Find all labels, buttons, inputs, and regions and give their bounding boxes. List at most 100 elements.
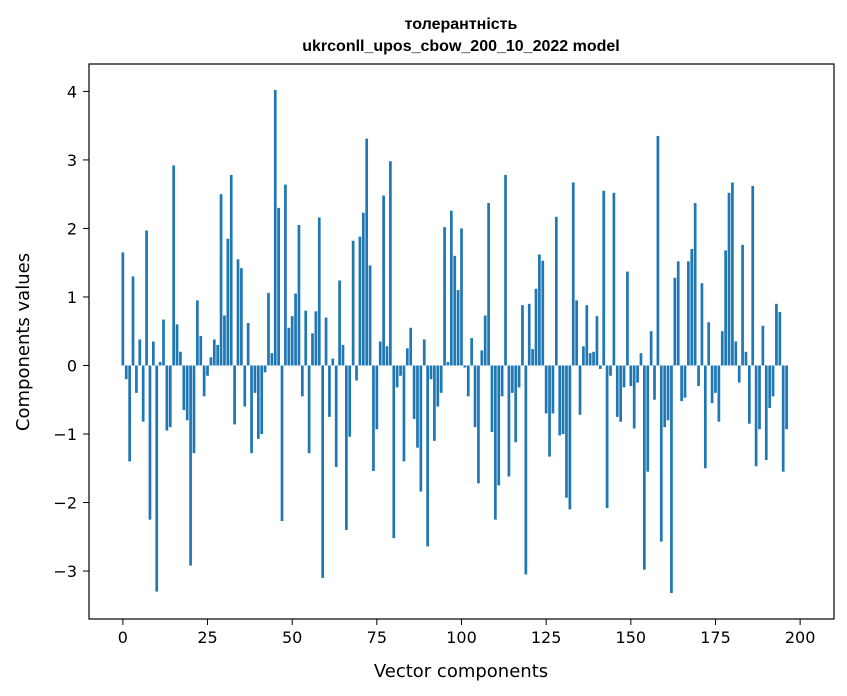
x-tick-label: 200 <box>785 628 816 647</box>
bar <box>514 365 518 443</box>
bar <box>372 365 375 471</box>
bar <box>727 192 731 366</box>
bar <box>179 351 182 366</box>
bar <box>751 185 755 366</box>
bar <box>771 365 775 397</box>
bar <box>687 261 690 366</box>
chart-title: толерантність <box>405 16 518 33</box>
bar <box>392 365 396 539</box>
bar <box>378 341 382 366</box>
bar <box>365 138 369 366</box>
bar <box>510 365 514 393</box>
bar <box>209 357 213 366</box>
bar <box>741 244 744 366</box>
bar <box>615 365 619 417</box>
bar <box>128 365 131 462</box>
bar <box>446 362 450 366</box>
bar <box>585 305 589 366</box>
bar <box>361 212 365 366</box>
bar <box>758 365 761 430</box>
bar <box>135 365 138 393</box>
bar <box>551 365 555 414</box>
bar <box>151 341 155 366</box>
bar <box>219 194 223 366</box>
bar <box>697 365 700 387</box>
bar <box>622 365 626 388</box>
bar <box>233 365 236 425</box>
bar <box>287 327 291 366</box>
bar <box>395 365 399 388</box>
bar <box>263 365 267 373</box>
bar <box>382 195 385 366</box>
bar <box>710 365 714 404</box>
bar <box>527 303 531 366</box>
bar <box>328 365 331 417</box>
bar <box>460 228 463 366</box>
bar <box>416 365 419 448</box>
bar <box>781 365 785 472</box>
bar <box>636 365 639 383</box>
bar <box>744 351 748 366</box>
bar <box>578 365 582 415</box>
y-tick-label: −2 <box>53 494 77 513</box>
bar <box>375 365 379 430</box>
bar <box>504 175 507 366</box>
bar <box>768 365 772 408</box>
bar <box>456 290 460 366</box>
bar <box>307 365 311 454</box>
bar <box>490 365 494 432</box>
bar <box>270 353 274 366</box>
bar <box>311 333 314 366</box>
bar <box>700 283 704 366</box>
bar <box>724 250 727 366</box>
bar <box>246 323 250 366</box>
bar <box>588 353 592 366</box>
bar <box>405 348 409 366</box>
bar <box>250 365 253 454</box>
bar <box>494 365 497 520</box>
bar <box>165 365 169 431</box>
bar <box>158 362 162 366</box>
bar <box>670 365 673 593</box>
bar <box>558 365 562 436</box>
x-tick-label: 150 <box>616 628 647 647</box>
bar <box>226 238 230 366</box>
bar <box>253 365 257 393</box>
bars-group <box>121 90 788 593</box>
bar <box>138 339 142 366</box>
bar <box>582 346 585 366</box>
bar <box>663 365 667 428</box>
bar <box>317 217 321 366</box>
bar <box>626 271 629 366</box>
bar <box>182 365 186 411</box>
bar <box>646 365 650 472</box>
bar <box>775 303 778 366</box>
bar <box>389 161 392 366</box>
bar <box>175 324 179 366</box>
bar <box>524 365 528 575</box>
bar <box>595 316 599 366</box>
y-tick-label: 2 <box>67 219 77 238</box>
bar <box>433 365 436 441</box>
bar <box>155 365 159 592</box>
bar <box>639 353 643 366</box>
x-tick-label: 175 <box>700 628 731 647</box>
bar <box>554 216 558 366</box>
bar <box>409 327 413 366</box>
bar <box>649 331 653 366</box>
bar <box>466 365 470 397</box>
y-tick-label: 1 <box>67 288 77 307</box>
bar <box>338 280 341 366</box>
bar <box>351 240 355 366</box>
x-tick-label: 25 <box>197 628 217 647</box>
y-axis-ticks: −3 −2 −1 0 1 2 3 4 <box>53 82 89 581</box>
bar <box>690 249 694 366</box>
bar <box>297 225 301 366</box>
bar <box>294 293 297 366</box>
bar <box>609 365 612 376</box>
bar <box>212 339 216 366</box>
bar <box>453 255 457 366</box>
bar <box>273 90 277 366</box>
bar <box>334 365 338 467</box>
